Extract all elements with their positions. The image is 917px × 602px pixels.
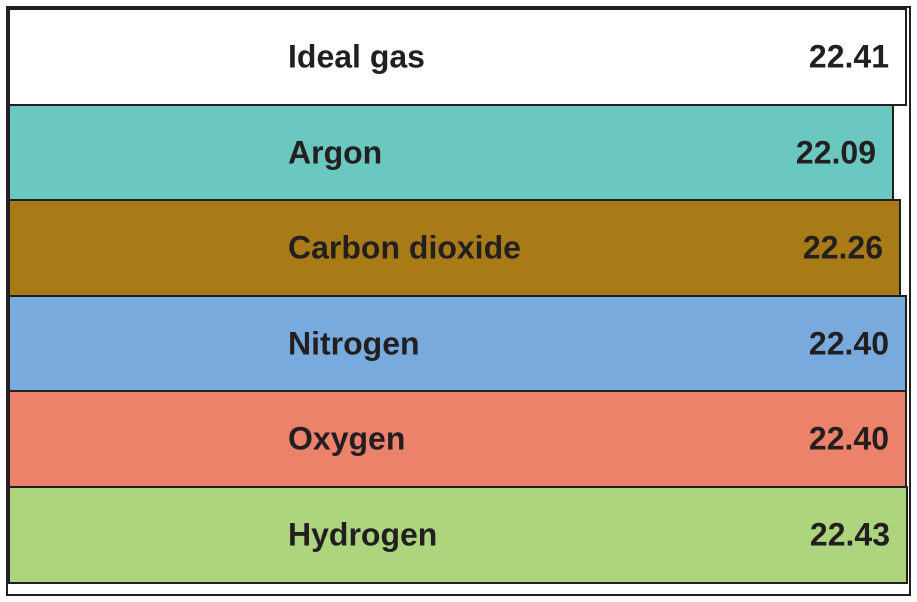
bar-label: Nitrogen — [288, 325, 420, 362]
bar-value: 22.26 — [803, 230, 883, 267]
bar-value: 22.09 — [796, 134, 876, 171]
bar-label: Hydrogen — [288, 516, 437, 553]
molar-volume-bar-chart: Ideal gas 22.41 Argon 22.09 Carbon dioxide 22… — [6, 6, 911, 596]
bar-rect — [8, 104, 894, 202]
bar-row: Hydrogen 22.43 — [8, 486, 908, 584]
bar-rect — [8, 390, 907, 488]
bar-row: Argon 22.09 — [8, 104, 908, 202]
bar-value: 22.40 — [809, 325, 889, 362]
bar-label: Ideal gas — [288, 39, 425, 76]
bar-row: Oxygen 22.40 — [8, 390, 908, 488]
bar-row: Ideal gas 22.41 — [8, 8, 908, 106]
bar-label: Oxygen — [288, 421, 405, 458]
bar-rect — [8, 8, 907, 106]
bar-row: Nitrogen 22.40 — [8, 295, 908, 393]
bar-value: 22.43 — [810, 516, 890, 553]
bar-row: Carbon dioxide 22.26 — [8, 199, 908, 297]
bar-label: Carbon dioxide — [288, 230, 521, 267]
bar-value: 22.41 — [809, 39, 889, 76]
bar-rect — [8, 486, 908, 584]
bar-label: Argon — [288, 134, 382, 171]
bar-value: 22.40 — [809, 421, 889, 458]
bar-rect — [8, 295, 907, 393]
